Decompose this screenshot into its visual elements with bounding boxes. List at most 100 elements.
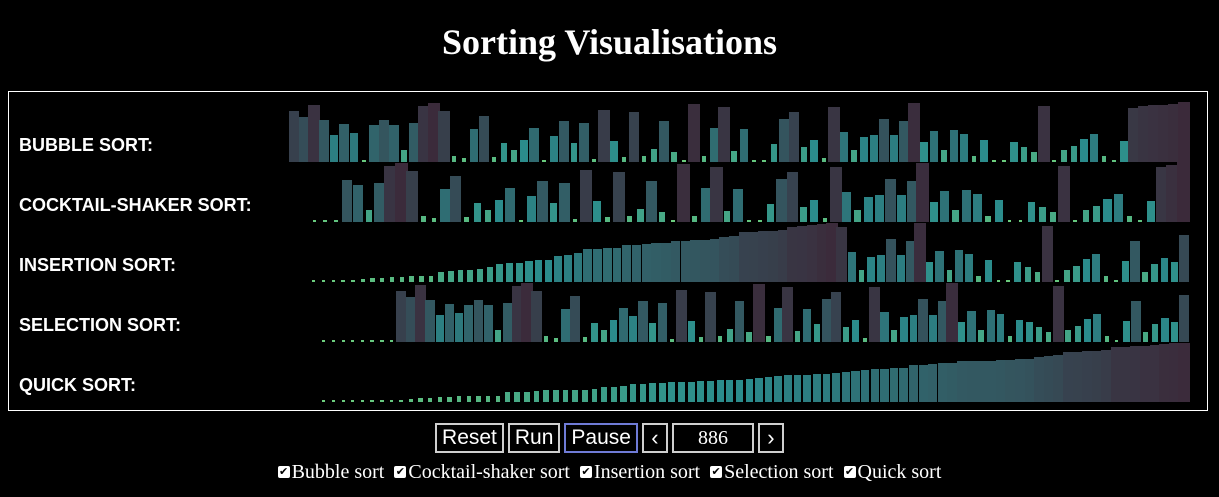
sort-bar <box>657 303 667 342</box>
sort-bar <box>800 146 808 162</box>
sort-bar <box>639 384 647 402</box>
pause-button[interactable]: Pause <box>564 423 638 453</box>
sort-bar <box>682 160 686 162</box>
sort-bar <box>806 225 819 282</box>
sort-bar <box>1177 162 1191 222</box>
sort-bar <box>774 376 782 402</box>
sort-bar <box>909 315 918 342</box>
sort-bar <box>1063 270 1070 282</box>
sort-bar <box>739 129 749 162</box>
sort-bar <box>802 309 812 342</box>
run-button[interactable]: Run <box>507 423 561 453</box>
sort-bar <box>958 321 966 342</box>
sort-bar <box>1072 220 1077 222</box>
sort-bar <box>935 250 944 282</box>
sort-bar <box>1093 205 1101 222</box>
sort-bar <box>810 139 818 162</box>
sort-bar <box>312 280 316 282</box>
sort-bar <box>1010 141 1018 162</box>
sort-bar <box>389 400 394 402</box>
checkbox-bubble-sort[interactable]: ✔ <box>277 465 290 478</box>
toggle-quick-sort[interactable]: ✔ Quick sort <box>843 461 941 484</box>
toggle-label-bubble-sort: Bubble sort <box>291 460 385 483</box>
sort-bar <box>570 295 581 342</box>
sort-bar <box>466 396 472 402</box>
sort-bar <box>533 390 540 402</box>
step-back-button[interactable]: ‹ <box>641 423 668 453</box>
sort-bar <box>351 340 355 342</box>
sort-bar <box>438 271 444 282</box>
sort-bar <box>351 280 355 282</box>
sort-bar <box>444 304 455 342</box>
sort-bar <box>870 369 880 402</box>
sort-bar <box>331 340 336 342</box>
sort-bar <box>1089 134 1099 162</box>
sort-bar <box>952 210 959 222</box>
checkbox-selection-sort[interactable]: ✔ <box>710 465 723 478</box>
sort-bar <box>418 398 423 402</box>
sort-bar <box>1057 165 1071 222</box>
sort-bar <box>431 218 437 222</box>
sort-bar <box>706 380 714 402</box>
sort-bar <box>1002 160 1006 162</box>
sort-bar <box>996 280 1000 282</box>
checkbox-insertion-sort[interactable]: ✔ <box>579 465 592 478</box>
sort-bar <box>687 381 695 402</box>
sort-bar <box>677 163 691 222</box>
sort-bar <box>863 337 868 342</box>
step-forward-button[interactable]: › <box>757 423 784 453</box>
toggle-cocktail-shaker-sort[interactable]: ✔ Cocktail-shaker sort <box>394 461 570 484</box>
sort-bar <box>1178 342 1190 402</box>
sort-bar <box>1038 206 1046 222</box>
checkbox-quick-sort[interactable]: ✔ <box>843 465 856 478</box>
sort-bar <box>1112 159 1116 162</box>
sort-bar <box>813 324 821 342</box>
sort-bar <box>908 365 918 402</box>
sort-bar <box>464 217 469 222</box>
sort-bar <box>864 196 873 222</box>
sort-bar <box>700 239 710 282</box>
sort-bar <box>671 220 675 222</box>
sort-bar <box>380 277 385 282</box>
sort-bar <box>766 336 771 342</box>
sort-bar <box>854 209 861 222</box>
sort-bar <box>1122 321 1130 342</box>
sort-bar <box>1120 346 1132 402</box>
sort-bar <box>428 397 433 402</box>
sort-bar <box>438 110 450 162</box>
step-input[interactable] <box>671 423 754 453</box>
sort-bar <box>822 217 828 222</box>
toggle-label-insertion-sort: Insertion sort <box>593 460 701 483</box>
sort-bar <box>980 139 988 162</box>
sort-bar <box>752 160 756 162</box>
sort-bar <box>414 285 427 342</box>
sort-bar <box>464 305 474 342</box>
sort-bar <box>394 162 408 222</box>
sort-bar <box>839 131 849 162</box>
visualisation-panel: BUBBLE SORT: COCKTAIL-SHAKER SORT: INSER… <box>8 91 1208 411</box>
reset-button[interactable]: Reset <box>435 423 504 453</box>
sort-bar <box>485 210 492 222</box>
page-title: Sorting Visualisations <box>441 22 778 62</box>
sort-bar <box>339 124 349 162</box>
sort-bar <box>847 251 856 282</box>
sort-bar <box>360 278 365 282</box>
sort-bar <box>591 158 597 162</box>
sort-bar <box>738 232 750 282</box>
sort-bar <box>650 148 658 162</box>
sort-bar <box>1159 343 1171 402</box>
sort-bar <box>1043 355 1054 402</box>
sort-bar <box>884 178 896 222</box>
sort-bar <box>803 374 812 402</box>
toggle-insertion-sort[interactable]: ✔ Insertion sort <box>579 460 701 484</box>
sort-bar <box>409 276 414 282</box>
toggle-selection-sort[interactable]: ✔ Selection sort <box>710 461 834 484</box>
checkbox-cocktail-shaker-sort[interactable]: ✔ <box>394 465 407 478</box>
sort-bar <box>628 112 640 162</box>
sort-bar <box>658 382 666 402</box>
sort-bar <box>1170 261 1178 282</box>
toggle-bubble-sort[interactable]: ✔ Bubble sort <box>277 460 385 484</box>
sort-bar <box>561 308 570 342</box>
sort-bar <box>928 314 937 342</box>
sort-bar <box>1161 317 1169 342</box>
